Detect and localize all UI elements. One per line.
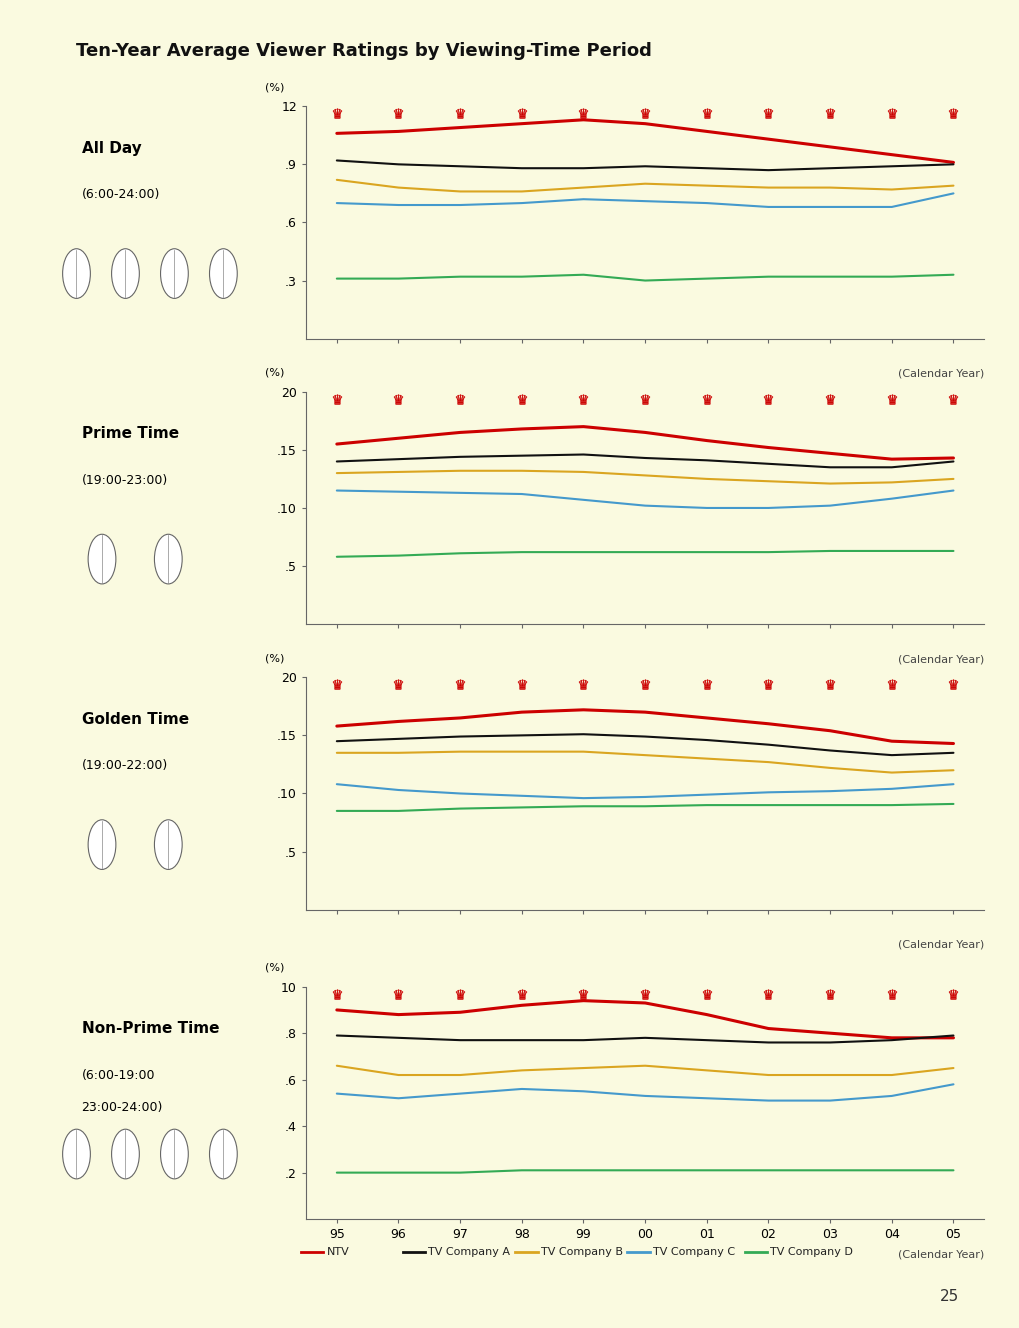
Text: (Calendar Year): (Calendar Year): [897, 369, 983, 378]
Text: (%): (%): [265, 963, 284, 972]
Text: (%): (%): [265, 368, 284, 377]
Text: Golden Time: Golden Time: [82, 712, 189, 726]
Text: 23:00-24:00): 23:00-24:00): [82, 1101, 163, 1114]
Text: TV Company A: TV Company A: [428, 1247, 510, 1258]
Text: 25: 25: [938, 1289, 958, 1304]
Text: All Day: All Day: [82, 141, 142, 155]
Text: Prime Time: Prime Time: [82, 426, 178, 441]
Text: (Calendar Year): (Calendar Year): [897, 655, 983, 664]
Text: (19:00-23:00): (19:00-23:00): [82, 474, 168, 486]
Text: (6:00-19:00: (6:00-19:00: [82, 1069, 155, 1081]
Text: (%): (%): [265, 653, 284, 663]
Text: TV Company D: TV Company D: [769, 1247, 852, 1258]
Text: (Calendar Year): (Calendar Year): [897, 1250, 983, 1259]
Text: (6:00-24:00): (6:00-24:00): [82, 189, 160, 201]
Text: NTV: NTV: [326, 1247, 348, 1258]
Text: (%): (%): [265, 82, 284, 93]
Text: Ten-Year Average Viewer Ratings by Viewing-Time Period: Ten-Year Average Viewer Ratings by Viewi…: [76, 42, 652, 61]
Text: TV Company C: TV Company C: [652, 1247, 735, 1258]
Text: Non-Prime Time: Non-Prime Time: [82, 1021, 219, 1036]
Text: (19:00-22:00): (19:00-22:00): [82, 760, 168, 772]
Text: (Calendar Year): (Calendar Year): [897, 940, 983, 950]
Text: TV Company B: TV Company B: [540, 1247, 622, 1258]
